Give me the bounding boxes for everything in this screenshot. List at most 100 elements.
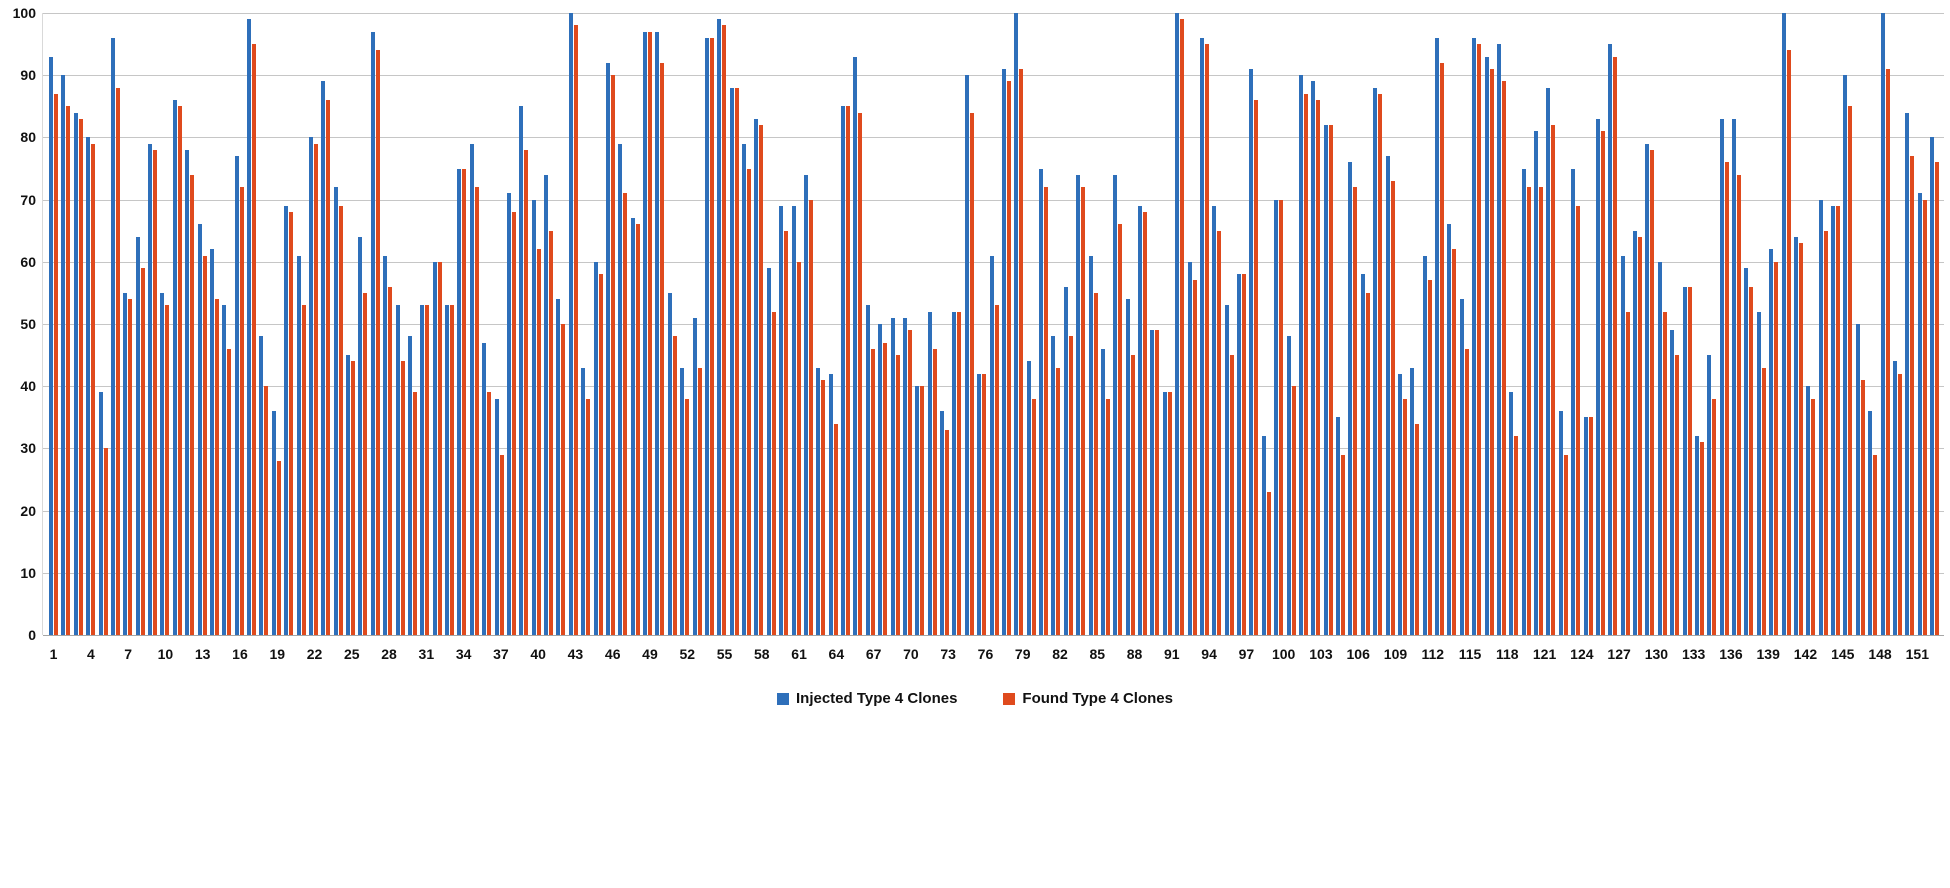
bar-group-107 — [1360, 13, 1373, 635]
bar-group-33 — [445, 13, 457, 635]
gridline-y-70 — [43, 199, 1944, 201]
injected-bar-144 — [1818, 199, 1823, 635]
injected-bar-68 — [878, 324, 883, 635]
injected-bar-65 — [841, 106, 845, 635]
y-tick-label-100: 100 — [12, 5, 36, 21]
injected-bar-53 — [692, 317, 697, 635]
injected-bar-104 — [1323, 124, 1328, 635]
x-axis-labels: 1 4 7 10 13 16 19 22 25 28 31 34 37 40 43 46 49 52 55 58 61 6… — [48, 646, 1949, 668]
bar-group-123 — [1558, 13, 1571, 635]
injected-bar-23 — [321, 81, 326, 635]
injected-bar-55 — [717, 19, 722, 635]
bar-group-85 — [1088, 13, 1101, 635]
x-tick-label-118: 118 — [1496, 646, 1519, 662]
injected-bar-101 — [1286, 336, 1291, 635]
found-bar-32 — [437, 261, 442, 635]
injected-bar-148 — [1868, 411, 1873, 635]
found-bar-122 — [1551, 124, 1556, 635]
bar-group-144 — [1818, 13, 1831, 635]
found-bar-31 — [425, 305, 430, 635]
bar-group-32 — [432, 13, 445, 635]
y-tick-label-40: 40 — [20, 378, 36, 395]
bar-group-122 — [1546, 13, 1558, 635]
bar-group-83 — [1063, 13, 1076, 635]
bar-group-7 — [123, 13, 135, 635]
bar-group-1 — [49, 13, 61, 635]
bar-group-22 — [308, 13, 321, 635]
bar-group-73 — [940, 13, 952, 635]
bar-group-153 — [1930, 13, 1942, 635]
injected-bar-110 — [1397, 373, 1402, 635]
bar-group-105 — [1336, 13, 1348, 635]
injected-bar-72 — [927, 311, 932, 635]
bar-group-16 — [234, 13, 247, 635]
bar-group-26 — [358, 13, 370, 635]
bar-group-41 — [544, 13, 556, 635]
bar-group-34 — [457, 13, 469, 635]
found-bar-15 — [227, 348, 232, 635]
bar-group-116 — [1472, 13, 1484, 635]
x-tick-label-4: 4 — [86, 646, 95, 662]
bar-group-104 — [1323, 13, 1336, 635]
bar-group-86 — [1100, 13, 1113, 635]
injected-bar-117 — [1484, 56, 1489, 635]
found-bar-7 — [128, 299, 133, 635]
injected-bar-105 — [1336, 417, 1340, 635]
x-tick-label-121: 121 — [1532, 646, 1557, 662]
bar-group-87 — [1113, 13, 1125, 635]
legend-item-injected: Injected Type 4 Clones — [776, 690, 957, 707]
injected-bar-106 — [1348, 162, 1353, 635]
bar-group-60 — [779, 13, 791, 635]
x-tick-label-49: 49 — [642, 646, 658, 662]
found-bar-85 — [1093, 292, 1098, 635]
legend: Injected Type 4 Clones Found Type 4 Clon… — [0, 690, 1950, 707]
bar-group-27 — [370, 13, 383, 635]
injected-bar-150 — [1892, 361, 1897, 635]
bar-group-35 — [469, 13, 482, 635]
found-bar-4 — [91, 143, 96, 635]
x-tick-label-79: 79 — [1014, 646, 1031, 662]
injected-bar-54 — [704, 37, 709, 635]
injected-bar-77 — [989, 255, 994, 635]
x-tick-label-10: 10 — [157, 646, 174, 662]
found-bar-3 — [78, 118, 83, 635]
found-bar-17 — [252, 44, 256, 635]
bar-group-47 — [618, 13, 630, 635]
bar-group-88 — [1125, 13, 1138, 635]
injected-bar-41 — [544, 174, 548, 635]
found-bar-23 — [326, 100, 331, 635]
found-bar-100 — [1279, 199, 1284, 635]
found-bar-90 — [1155, 330, 1160, 635]
injected-bar-48 — [630, 218, 635, 635]
found-bar-8 — [140, 268, 145, 635]
bar-group-8 — [135, 13, 148, 635]
gridline-y-0 — [43, 635, 1944, 636]
injected-bar-114 — [1447, 224, 1452, 635]
found-bar-29 — [400, 361, 405, 635]
bar-group-46 — [605, 13, 618, 635]
gridline-y-40 — [43, 386, 1944, 388]
injected-bar-93 — [1187, 261, 1192, 635]
injected-bar-67 — [865, 305, 870, 635]
injected-bar-109 — [1385, 156, 1390, 635]
found-bar-60 — [784, 230, 789, 635]
found-bar-146 — [1848, 106, 1853, 635]
bar-group-102 — [1298, 13, 1311, 635]
bar-group-23 — [321, 13, 333, 635]
bar-group-147 — [1855, 13, 1868, 635]
bar-group-49 — [643, 13, 655, 635]
bar-group-101 — [1286, 13, 1299, 635]
found-bar-99 — [1266, 491, 1271, 635]
gridline-y-10 — [43, 572, 1944, 574]
found-bar-125 — [1588, 417, 1593, 635]
y-tick-label-10: 10 — [20, 564, 36, 581]
injected-bar-94 — [1199, 37, 1204, 635]
found-bar-108 — [1378, 93, 1383, 635]
x-tick-label-43: 43 — [567, 646, 584, 662]
injected-bar-2 — [61, 75, 66, 635]
bar-group-121 — [1534, 13, 1546, 635]
found-bar-153 — [1935, 162, 1939, 635]
found-bar-49 — [648, 31, 652, 635]
injected-bar-25 — [346, 355, 350, 635]
injected-bar-9 — [148, 143, 152, 635]
